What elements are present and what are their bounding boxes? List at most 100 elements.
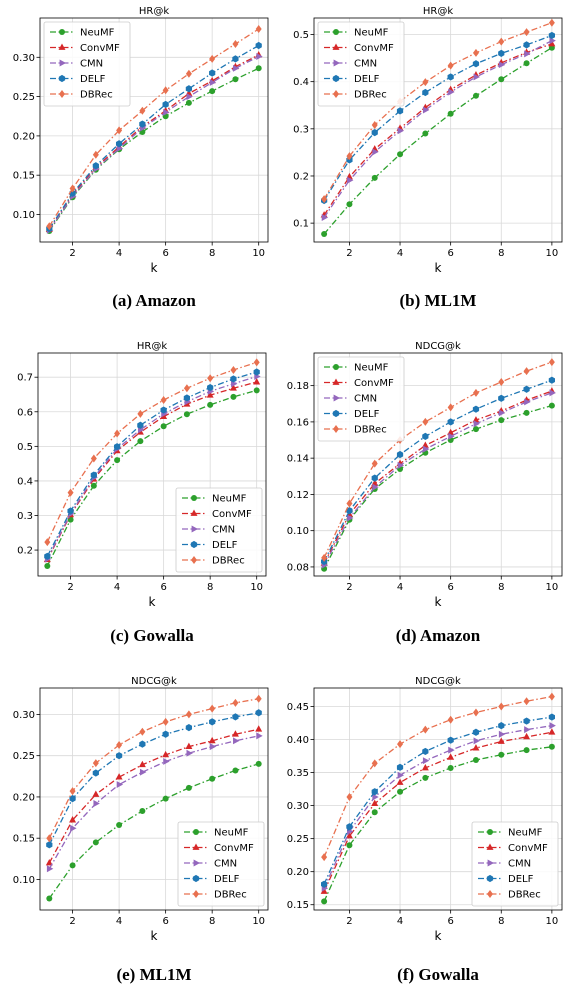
data-point-convmf: [45, 858, 53, 866]
data-point-dbrec: [346, 499, 353, 508]
y-tick-label: 0.20: [13, 131, 35, 142]
data-point-dbrec: [498, 378, 505, 387]
legend-marker-convmf: [332, 43, 340, 50]
data-point-neumf: [207, 401, 214, 408]
x-tick-label: 8: [498, 582, 504, 593]
y-tick-label: 0.14: [287, 454, 309, 465]
data-point-dbrec: [498, 37, 505, 46]
data-point-delf: [209, 718, 216, 726]
data-point-convmf: [421, 441, 429, 448]
data-point-delf: [160, 406, 167, 414]
legend-label: DBRec: [80, 90, 113, 101]
y-tick-label: 0.15: [13, 834, 35, 845]
data-point-dbrec: [447, 61, 454, 70]
data-point-dbrec: [397, 740, 404, 749]
data-point-dbrec: [255, 25, 262, 33]
data-point-dbrec: [447, 403, 454, 412]
chart-panel-1: 2 4 6 8 10 0.10 0.15 0.20 0.25 0.30 HR@k k NeuMF Conv…: [13, 6, 269, 310]
data-point-dbrec: [185, 710, 192, 719]
data-point-dbrec: [139, 106, 146, 115]
data-point-dbrec: [321, 195, 328, 204]
data-point-convmf: [472, 744, 480, 751]
chart-title: HR@k: [137, 341, 167, 352]
y-tick-label: 0.25: [13, 751, 35, 762]
data-point-dbrec: [207, 374, 214, 383]
y-tick-label: 0.4: [293, 77, 309, 88]
data-point-dbrec: [160, 396, 167, 405]
data-point-dbrec: [92, 759, 99, 768]
data-point-neumf: [397, 151, 404, 158]
data-point-cmn: [256, 53, 263, 60]
y-tick-label: 0.30: [13, 53, 35, 64]
data-point-dbrec: [44, 538, 51, 547]
series-line-convmf: [48, 728, 259, 864]
data-point-delf: [162, 100, 169, 109]
data-point-cmn: [116, 781, 124, 789]
chart-title: NDCG@k: [131, 676, 177, 687]
data-point-neumf: [548, 743, 555, 750]
data-point-convmf: [255, 725, 263, 732]
series-line-neumf: [323, 746, 552, 902]
data-point-convmf: [115, 773, 123, 780]
x-tick-label: 8: [498, 248, 504, 259]
legend-box: [317, 21, 405, 107]
legend-marker-convmf: [486, 843, 494, 850]
x-tick-label: 10: [252, 916, 265, 927]
legend-marker-cmn: [191, 525, 198, 533]
series-line-convmf: [48, 54, 259, 230]
data-point-delf: [371, 128, 378, 137]
series-line-cmn: [323, 725, 552, 889]
data-point-neumf: [472, 92, 479, 99]
legend-label: CMN: [354, 59, 377, 70]
legend-marker-neumf: [333, 29, 339, 35]
data-point-convmf: [162, 750, 170, 758]
data-point-cmn: [473, 737, 480, 745]
series-line-dbrec: [48, 698, 259, 839]
y-tick-label: 0.30: [287, 801, 309, 812]
data-point-convmf: [320, 887, 328, 894]
data-point-dbrec: [548, 18, 555, 27]
legend-marker-cmn: [487, 859, 494, 867]
data-point-convmf: [208, 736, 216, 744]
data-point-dbrec: [371, 459, 378, 468]
legend-marker-delf: [332, 409, 340, 418]
legend-label: ConvMF: [508, 843, 548, 854]
plot-frame: [313, 687, 563, 911]
legend-marker-dbrec: [59, 90, 65, 98]
data-point-delf: [346, 507, 353, 515]
legend-label: DELF: [508, 874, 534, 885]
series-line-convmf: [323, 731, 552, 892]
data-point-dbrec: [523, 367, 530, 376]
data-point-cmn: [422, 445, 430, 453]
data-point-delf: [92, 769, 99, 777]
legend-marker-convmf: [192, 843, 200, 850]
data-point-neumf: [371, 174, 378, 181]
data-point-dbrec: [232, 698, 239, 707]
data-point-cmn: [473, 420, 480, 428]
x-tick-label: 4: [116, 248, 122, 259]
x-tick-label: 2: [67, 582, 73, 593]
series-line-convmf: [323, 390, 553, 564]
data-point-delf: [422, 432, 429, 440]
plot-frame: [313, 17, 563, 243]
legend-label: CMN: [508, 859, 531, 870]
legend-box: [43, 21, 131, 107]
panel-caption: (f) Gowalla: [397, 965, 479, 984]
y-tick-label: 0.3: [293, 124, 309, 135]
data-point-neumf: [422, 130, 429, 137]
x-tick-label: 6: [447, 248, 453, 259]
series-line-neumf: [323, 404, 553, 570]
data-point-delf: [371, 474, 378, 482]
data-point-cmn: [498, 409, 506, 417]
data-point-dbrec: [371, 121, 378, 130]
data-point-delf: [447, 736, 454, 744]
data-point-dbrec: [209, 704, 216, 713]
data-point-cmn: [186, 749, 193, 757]
data-point-cmn: [186, 93, 193, 101]
series-line-delf: [323, 379, 553, 562]
data-point-delf: [498, 49, 505, 57]
x-tick-label: 6: [162, 916, 168, 927]
data-point-cmn: [498, 730, 506, 738]
data-point-neumf: [498, 417, 505, 424]
legend-box: [177, 821, 265, 907]
